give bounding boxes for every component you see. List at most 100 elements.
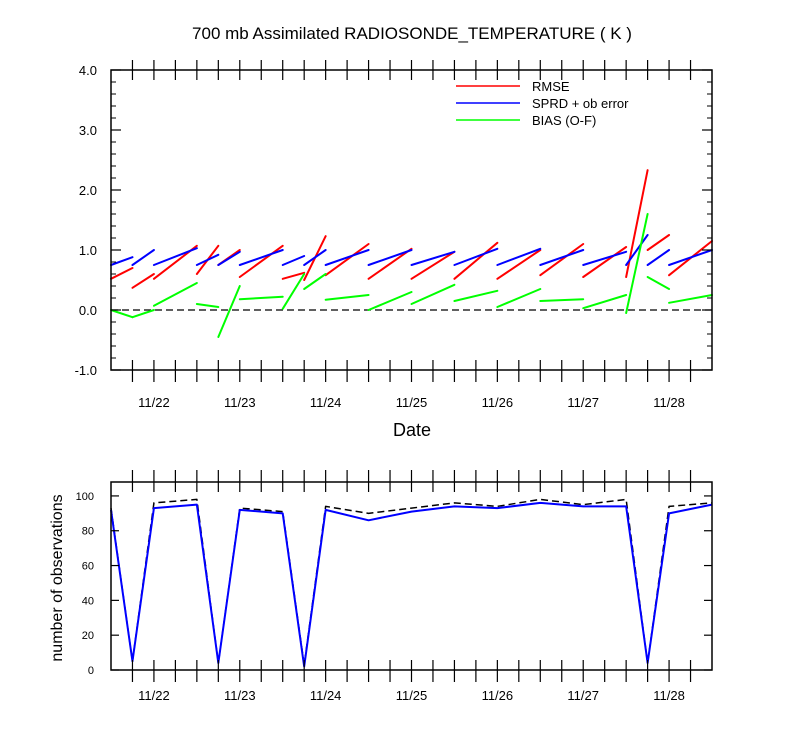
segment-sprd-ob-error-8 (324, 249, 370, 266)
segment-sprd-ob-error-16 (646, 249, 671, 266)
series-sprd-ob-error (110, 234, 713, 266)
segment-bias-o-f-7 (303, 273, 327, 290)
bottom-ytick-labels: 0 20 40 60 80 100 (76, 491, 94, 677)
ytick-label: 40 (82, 595, 94, 607)
xtick-label: 11/23 (224, 395, 256, 410)
xtick-label: 11/22 (138, 395, 170, 410)
segment-sprd-ob-error-1 (131, 249, 155, 266)
ytick-label: 0 (88, 665, 94, 677)
segment-sprd-ob-error-5 (238, 249, 284, 266)
segment-bias-o-f-8 (324, 294, 370, 301)
legend-label-bias: BIAS (O-F) (532, 113, 596, 128)
ytick-label: 20 (82, 630, 94, 642)
bottom-xtick-labels: 11/22 11/23 11/24 11/25 11/26 11/27 11/28 (138, 688, 685, 703)
segment-bias-o-f-10 (410, 283, 456, 305)
ytick-label: 2.0 (79, 183, 97, 198)
segment-sprd-ob-error-13 (539, 249, 585, 266)
series-rmse (110, 169, 713, 289)
segment-bias-o-f-15 (625, 213, 649, 314)
segment-sprd-ob-error-15 (625, 234, 649, 266)
segment-bias-o-f-11 (453, 289, 499, 302)
segment-rmse-6 (281, 271, 306, 280)
segment-bias-o-f-3 (195, 303, 220, 308)
xtick-label: 11/24 (310, 395, 342, 410)
segment-rmse-16 (646, 234, 671, 251)
segment-bias-o-f-1 (131, 309, 155, 319)
segment-bias-o-f-0 (110, 309, 134, 319)
ytick-label: 3.0 (79, 123, 97, 138)
xtick-label: 11/25 (396, 688, 428, 703)
chart-title: 700 mb Assimilated RADIOSONDE_TEMPERATUR… (192, 24, 632, 43)
segment-sprd-ob-error-9 (367, 249, 413, 266)
ytick-label: 100 (76, 491, 94, 503)
segment-rmse-14 (582, 246, 628, 278)
legend: RMSE SPRD + ob error BIAS (O-F) (456, 79, 629, 128)
ytick-label: 80 (82, 526, 94, 538)
series-total-observations (110, 498, 713, 666)
legend-label-rmse: RMSE (532, 79, 570, 94)
segment-sprd-ob-error-17 (668, 249, 713, 266)
segment-rmse-13 (539, 243, 585, 277)
xtick-label: 11/25 (396, 395, 428, 410)
ytick-label: -1.0 (75, 363, 97, 378)
segment-rmse-8 (324, 243, 370, 277)
segment-rmse-5 (238, 244, 284, 278)
ytick-label: 1.0 (79, 243, 97, 258)
bottom-series (110, 498, 713, 668)
segment-sprd-ob-error-3 (195, 253, 220, 266)
segment-bias-o-f-9 (367, 291, 413, 311)
segment-rmse-10 (410, 250, 456, 280)
ytick-label: 60 (82, 561, 94, 573)
segment-bias-o-f-12 (496, 288, 542, 308)
xtick-label: 11/27 (567, 395, 599, 410)
segment-bias-o-f-4 (217, 285, 241, 338)
segment-sprd-ob-error-2 (152, 247, 198, 266)
segment-sprd-ob-error-11 (453, 247, 499, 266)
segment-sprd-ob-error-10 (410, 250, 456, 266)
xtick-label: 11/24 (310, 688, 342, 703)
segment-bias-o-f-14 (582, 294, 628, 310)
bottom-ticks (111, 470, 712, 682)
ytick-label: 4.0 (79, 63, 97, 78)
x-axis-label: Date (393, 420, 431, 440)
segment-rmse-11 (453, 241, 499, 280)
segment-bias-o-f-6 (281, 273, 306, 310)
top-panel: 700 mb Assimilated RADIOSONDE_TEMPERATUR… (75, 24, 713, 440)
xtick-label: 11/22 (138, 688, 170, 703)
segment-sprd-ob-error-4 (217, 250, 241, 266)
xtick-label: 11/23 (224, 688, 256, 703)
segment-sprd-ob-error-12 (496, 247, 542, 266)
legend-item-rmse: RMSE (456, 79, 570, 94)
top-ticks (111, 60, 712, 382)
segment-rmse-1 (131, 273, 155, 289)
xtick-label: 11/28 (653, 688, 685, 703)
series-bias-o-f (110, 213, 713, 338)
segment-sprd-ob-error-6 (281, 255, 306, 266)
segment-rmse-0 (110, 267, 134, 280)
series-assimilated-observations (110, 501, 713, 668)
ytick-label: 0.0 (79, 303, 97, 318)
segment-bias-o-f-2 (152, 282, 198, 307)
segment-bias-o-f-16 (646, 276, 671, 290)
segment-rmse-12 (496, 249, 542, 280)
top-xtick-labels: 11/22 11/23 11/24 11/25 11/26 11/27 11/28 (138, 395, 685, 410)
top-plot-frame (110, 69, 713, 371)
legend-label-sprd: SPRD + ob error (532, 96, 629, 111)
legend-item-bias: BIAS (O-F) (456, 113, 596, 128)
segment-bias-o-f-17 (668, 294, 713, 304)
segment-sprd-ob-error-7 (303, 249, 327, 266)
segment-bias-o-f-13 (539, 298, 585, 302)
segment-rmse-9 (367, 247, 413, 280)
top-series (110, 169, 713, 338)
y-axis-label-observations: number of observations (49, 494, 66, 661)
xtick-label: 11/28 (653, 395, 685, 410)
top-ytick-labels: -1.0 0.0 1.0 2.0 3.0 4.0 (75, 63, 97, 378)
segment-sprd-ob-error-14 (582, 250, 628, 266)
segment-bias-o-f-5 (238, 295, 284, 301)
xtick-label: 11/27 (567, 688, 599, 703)
bottom-plot-frame (110, 481, 713, 671)
legend-item-sprd: SPRD + ob error (456, 96, 629, 111)
xtick-label: 11/26 (482, 395, 514, 410)
